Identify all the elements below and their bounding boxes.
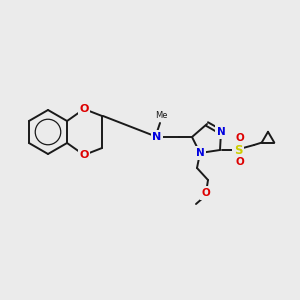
Text: O: O [202,188,210,198]
Text: N: N [217,127,225,137]
Text: O: O [236,157,244,167]
Text: O: O [80,104,89,114]
Text: O: O [80,150,89,160]
Text: Me: Me [155,111,167,120]
Text: N: N [196,148,204,158]
Text: N: N [152,132,162,142]
Text: O: O [236,133,244,143]
Text: S: S [234,143,242,157]
